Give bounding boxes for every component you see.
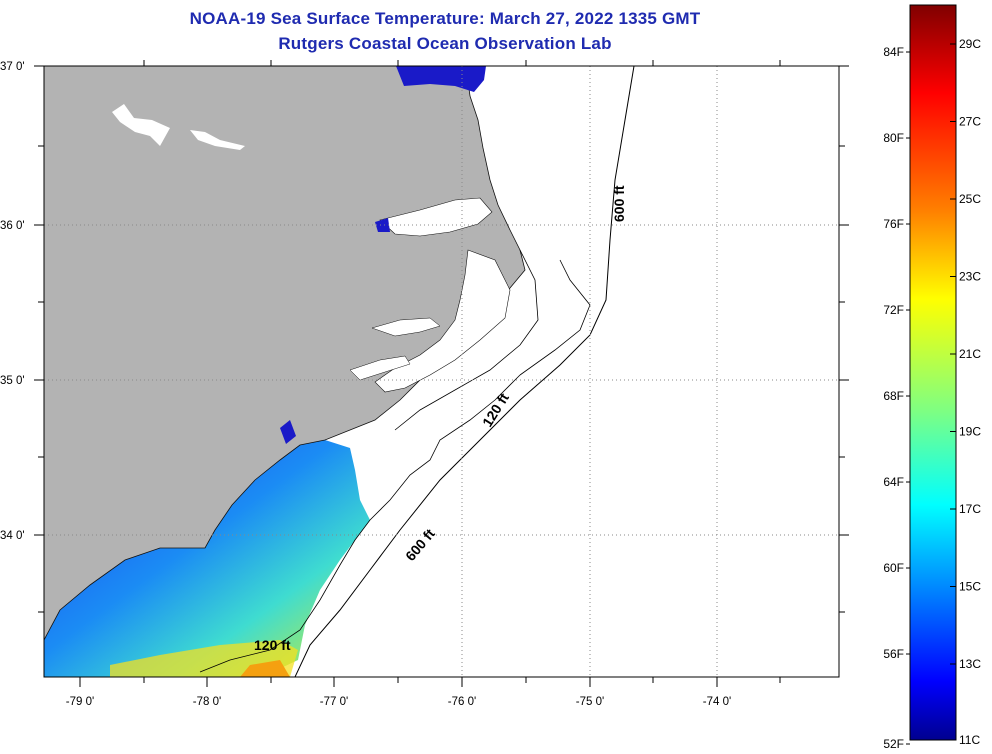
sst-data-patch [44,440,370,677]
contour-600ft-line [294,66,635,677]
colorbar-f-label: 76F [883,217,904,231]
cape-fear-water [280,420,296,444]
colorbar-c-label: 13C [959,657,981,671]
sst-hot-corner [240,660,290,677]
colorbar [909,4,957,741]
colorbar-c-label: 17C [959,502,981,516]
kerr-lake [112,104,170,146]
colorbar-c-label: 23C [959,270,981,284]
pamlico-sound [374,249,511,393]
colorbar-celsius-labels: 29C 27C 25C 23C 21C 19C 17C 15C 13C 11C [959,37,981,747]
contour-label-120ft-south: 120 ft [254,637,291,653]
lon-label-78: -78 0' [193,696,221,708]
colorbar-c-label: 19C [959,425,981,439]
colorbar-c-label: 15C [959,580,981,594]
map-frame [43,65,840,678]
colorbar-f-label: 72F [883,303,904,317]
lat-label-35: 35 0' [0,375,25,387]
lon-label-77: -77 0' [320,696,348,708]
lat-label-36: 36 0' [0,220,25,232]
colorbar-f-label: 56F [883,647,904,661]
lon-label-74: -74 0' [703,696,731,708]
colorbar-f-label: 80F [883,131,904,145]
colorbar-c-label: 29C [959,37,981,51]
gaston-lake [190,130,245,150]
tick-marks [34,60,849,687]
coastline-outer [394,249,539,431]
colorbar-ticks [906,43,956,745]
land-mass [44,66,526,641]
colorbar-f-label: 52F [883,737,904,751]
colorbar-f-label: 84F [883,45,904,59]
colorbar-c-label: 27C [959,115,981,129]
albemarle-water [375,218,390,232]
colorbar-f-label: 60F [883,561,904,575]
map-subtitle: Rutgers Coastal Ocean Observation Lab [278,34,612,53]
colorbar-f-label: 64F [883,475,904,489]
colorbar-c-label: 25C [959,192,981,206]
chesapeake-water [396,66,486,92]
lon-label-75: -75 0' [576,696,604,708]
colorbar-c-label: 21C [959,347,981,361]
map-title: NOAA-19 Sea Surface Temperature: March 2… [189,9,701,28]
pamlico-river [371,317,441,337]
colorbar-f-label: 68F [883,389,904,403]
albemarle-sound [379,197,493,237]
lon-label-76: -76 0' [448,696,476,708]
lat-label-37: 37 0' [0,61,25,73]
lon-label-79: -79 0' [66,696,94,708]
lat-label-34: 34 0' [0,530,25,542]
colorbar-c-label: 11C [959,733,980,747]
graticule [44,66,839,677]
contour-120ft-line [199,259,591,673]
contour-label-600ft-north: 600 ft [611,185,627,222]
colorbar-fahrenheit-labels: 84F 80F 76F 72F 68F 64F 60F 56F 52F [883,45,904,751]
